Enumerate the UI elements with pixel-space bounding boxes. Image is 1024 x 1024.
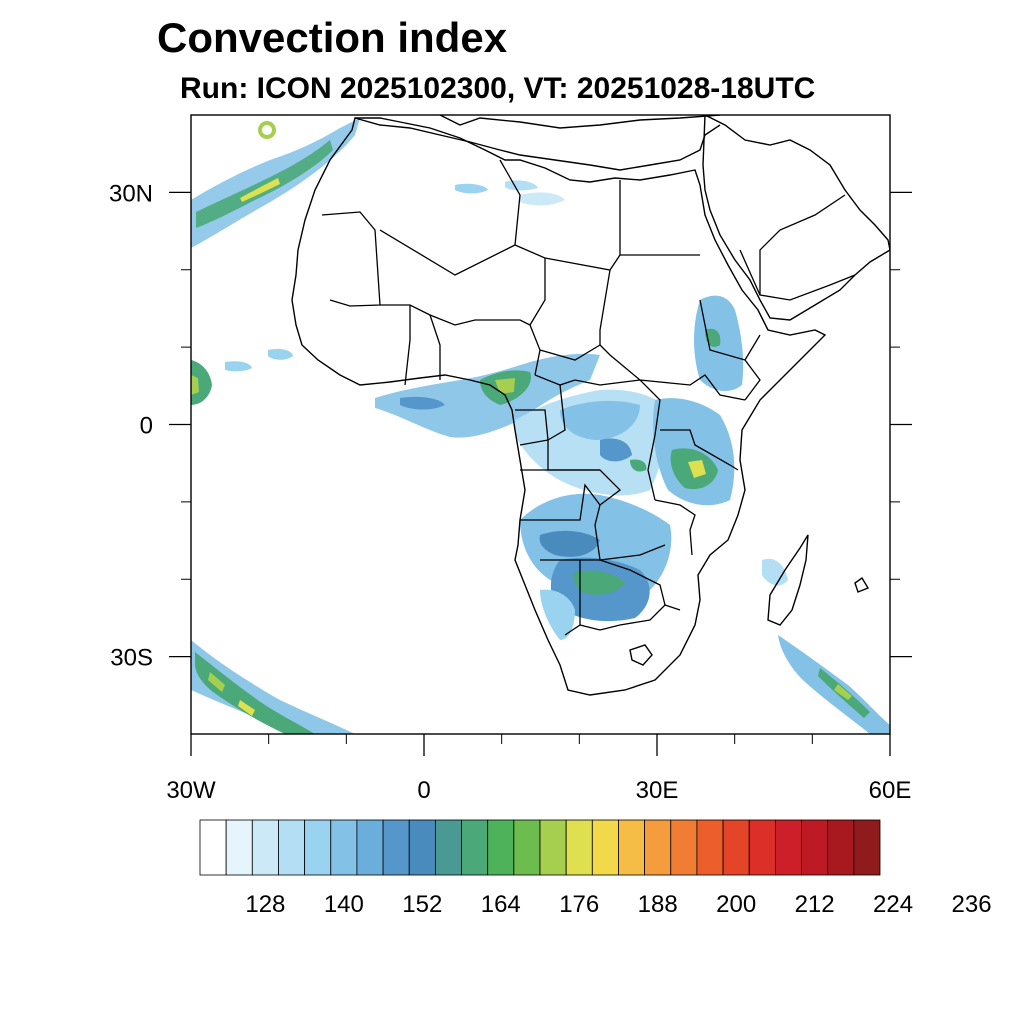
colorbar-swatch <box>644 819 672 876</box>
colorbar-labels: 128 140 152 164 176 188 200 212 224 236 <box>245 891 991 918</box>
x-tick-label: 30E <box>636 777 679 804</box>
field-south-atlantic-core <box>195 652 315 734</box>
colorbar-label: 236 <box>952 891 992 918</box>
colorbar-swatch <box>618 819 646 876</box>
colorbar-swatch <box>565 819 593 876</box>
colorbar-label: 152 <box>402 891 442 918</box>
field-ne-atlantic-peak <box>240 178 280 202</box>
colorbar-swatch <box>278 819 306 876</box>
arabia-coast <box>702 115 890 321</box>
colorbar-label: 224 <box>873 891 913 918</box>
x-tick-label: 0 <box>417 777 430 804</box>
colorbar-label: 212 <box>795 891 835 918</box>
colorbar-label: 200 <box>716 891 756 918</box>
colorbar-swatch <box>801 819 829 876</box>
colorbar-swatch <box>513 819 541 876</box>
colorbar-swatch <box>382 819 410 876</box>
colorbar-swatch <box>356 819 384 876</box>
europe-coast <box>439 115 721 129</box>
colorbar-swatch <box>539 819 567 876</box>
y-tick-label: 0 <box>140 413 153 440</box>
colorbar-label: 140 <box>324 891 364 918</box>
colorbar-swatch <box>670 819 698 876</box>
colorbar-label: 188 <box>638 891 678 918</box>
mediterranean-coast <box>354 117 721 171</box>
colorbar <box>199 819 881 876</box>
field-sahel-coast <box>191 360 212 405</box>
colorbar-swatch <box>722 819 750 876</box>
colorbar-label: 164 <box>481 891 521 918</box>
chart-title: Convection index <box>157 14 508 61</box>
colorbar-swatch <box>434 819 462 876</box>
colorbar-swatch <box>827 819 855 876</box>
colorbar-label: 128 <box>245 891 285 918</box>
field-swirl <box>258 121 276 139</box>
colorbar-swatch <box>853 819 881 876</box>
coastlines <box>291 115 890 696</box>
colorbar-swatch <box>748 819 776 876</box>
x-tick-label: 60E <box>869 777 912 804</box>
colorbar-swatch <box>304 819 332 876</box>
y-tick-label: 30S <box>110 645 153 672</box>
colorbar-swatch <box>461 819 489 876</box>
colorbar-swatch <box>199 819 227 876</box>
y-tick-label: 30N <box>109 180 153 207</box>
africa-coast <box>291 117 827 696</box>
colorbar-swatch <box>591 819 619 876</box>
colorbar-swatch <box>774 819 802 876</box>
colorbar-swatch <box>251 819 279 876</box>
x-tick-label: 30W <box>166 777 216 804</box>
convection-field <box>191 118 890 734</box>
axis-ticks <box>169 191 912 756</box>
colorbar-swatch <box>487 819 515 876</box>
colorbar-swatch <box>330 819 358 876</box>
madagascar-coast <box>767 534 809 626</box>
colorbar-swatch <box>696 819 724 876</box>
colorbar-swatch <box>408 819 436 876</box>
chart-subtitle: Run: ICON 2025102300, VT: 20251028-18UTC <box>180 72 816 105</box>
colorbar-label: 176 <box>559 891 599 918</box>
axis-tick-labels: 30W 0 30E 60E 30N 0 30S <box>109 180 911 804</box>
country-borders <box>321 159 856 636</box>
colorbar-swatch <box>225 819 253 876</box>
field-ne-atlantic-core <box>196 140 333 228</box>
